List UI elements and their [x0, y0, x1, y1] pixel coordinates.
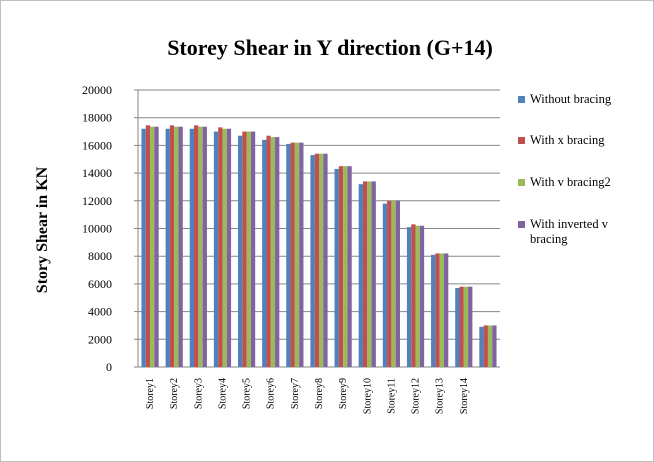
bar	[443, 253, 449, 367]
bar	[338, 166, 344, 367]
bar	[189, 128, 195, 367]
bar	[483, 325, 488, 367]
x-tick-label: Storey4	[217, 378, 228, 409]
bar	[222, 128, 227, 367]
x-tick-label: Storey2	[169, 378, 180, 409]
legend-swatch	[518, 137, 525, 144]
bar	[169, 125, 175, 367]
bar	[334, 168, 339, 367]
bar	[299, 142, 304, 367]
x-tick-label: Storey6	[266, 378, 277, 409]
bar	[238, 135, 243, 367]
bar	[479, 326, 484, 367]
bar	[463, 286, 469, 367]
bar	[343, 166, 348, 367]
x-tick-label: Storey13	[435, 378, 446, 414]
x-tick-label: Storey5	[242, 378, 253, 409]
x-tick-label: Storey14	[459, 378, 470, 414]
legend-swatch	[518, 96, 525, 103]
y-tick-label: 4000	[88, 305, 112, 319]
bar	[439, 253, 444, 367]
bar	[371, 181, 376, 367]
bar	[286, 144, 291, 367]
x-tick-label: Storey9	[338, 378, 349, 409]
y-tick-label: 6000	[88, 277, 112, 291]
bar	[150, 126, 155, 367]
bar	[310, 155, 315, 367]
x-tick-label: Storey7	[290, 378, 301, 409]
bar	[141, 128, 146, 367]
legend-label: With x bracing	[530, 133, 605, 147]
bar	[218, 127, 223, 368]
y-tick-label: 18000	[82, 111, 112, 125]
bar	[406, 227, 412, 367]
bar	[194, 125, 199, 367]
bar	[178, 126, 183, 367]
x-tick-label: Storey12	[411, 378, 422, 414]
y-tick-label: 10000	[82, 222, 112, 236]
bar	[213, 131, 219, 367]
bar	[382, 203, 388, 367]
bar	[145, 125, 151, 367]
bar	[323, 153, 328, 367]
x-tick-label: Storey1	[145, 378, 156, 409]
bar	[165, 128, 170, 367]
bar	[275, 137, 280, 367]
bar	[455, 288, 460, 367]
bar	[266, 135, 271, 367]
bar	[362, 181, 368, 367]
bar	[174, 126, 179, 367]
bar	[250, 131, 256, 367]
y-axis-label: Story Shear in KN	[34, 166, 51, 293]
y-tick-label: 12000	[82, 194, 112, 208]
x-tick-label: Storey11	[386, 378, 397, 414]
bar	[226, 128, 232, 367]
x-tick-label: Storey3	[193, 378, 204, 409]
x-tick-label: Storey8	[314, 378, 325, 409]
bar	[435, 253, 440, 367]
y-tick-label: 16000	[82, 138, 112, 152]
y-tick-label: 8000	[88, 249, 112, 263]
legend-label: With inverted v bracing	[530, 217, 608, 246]
bar	[246, 131, 251, 367]
bar	[154, 126, 159, 367]
legend-swatch	[518, 179, 525, 186]
bar	[387, 200, 392, 367]
bar	[431, 254, 436, 367]
bar	[487, 325, 493, 367]
bar	[270, 137, 276, 367]
bar	[415, 225, 420, 367]
bar	[459, 286, 464, 367]
bar	[347, 166, 352, 367]
y-tick-label: 0	[106, 360, 112, 374]
bar	[391, 200, 396, 367]
bar	[411, 224, 416, 367]
y-tick-label: 2000	[88, 332, 112, 346]
bar	[468, 286, 473, 367]
bar	[319, 153, 324, 367]
bar	[290, 142, 295, 367]
bar	[242, 131, 247, 367]
y-tick-label: 14000	[82, 166, 112, 180]
legend-label: Without bracing	[530, 92, 612, 106]
bar	[358, 184, 363, 367]
bar	[492, 325, 497, 367]
x-tick-label: Storey10	[362, 378, 373, 414]
y-tick-label: 20000	[82, 83, 112, 97]
bar	[395, 200, 400, 367]
bar	[262, 139, 267, 367]
bar	[367, 181, 372, 367]
chart-title: Storey Shear in Y direction (G+14)	[167, 35, 493, 60]
bar	[419, 225, 425, 367]
bar	[294, 142, 300, 367]
legend-label: With v bracing2	[530, 175, 611, 189]
bar	[202, 126, 207, 367]
bar	[198, 126, 203, 367]
bar	[314, 153, 319, 367]
legend-swatch	[518, 221, 525, 228]
